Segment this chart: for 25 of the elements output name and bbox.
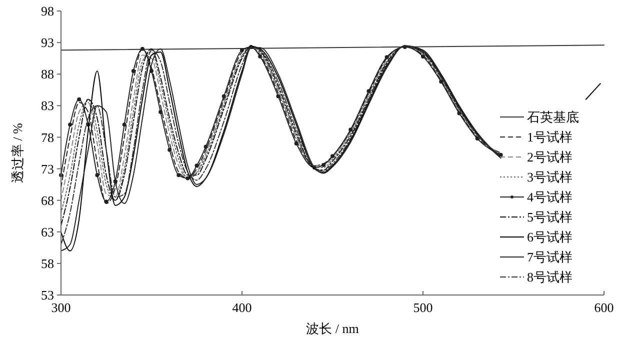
y-tick-label: 53	[41, 288, 54, 303]
y-tick-label: 73	[41, 161, 54, 176]
x-axis-title: 波长 / nm	[306, 321, 359, 336]
legend-label: 8号试样	[527, 270, 572, 285]
legend-label: 5号试样	[527, 210, 572, 225]
x-tick-label: 300	[51, 300, 71, 315]
y-tick-label: 88	[41, 66, 54, 82]
y-axis-title: 透过率 / %	[10, 122, 25, 183]
y-tick-label: 63	[41, 224, 54, 240]
legend-label: 3号试样	[527, 170, 572, 185]
legend-label: 石英基底	[527, 110, 579, 125]
legend-label: 6号试样	[527, 230, 572, 245]
y-tick-label: 58	[41, 256, 54, 271]
y-tick-label: 83	[41, 98, 54, 114]
legend-label: 4号试样	[527, 190, 572, 205]
legend-label: 7号试样	[527, 250, 572, 265]
y-tick-label: 68	[41, 192, 54, 208]
x-tick-label: 500	[413, 300, 433, 315]
x-tick-label: 400	[232, 300, 252, 315]
x-tick-label: 600	[594, 300, 614, 315]
legend-label: 1号试样	[527, 130, 572, 145]
legend-label: 2号试样	[527, 150, 572, 165]
y-tick-label: 98	[41, 4, 54, 19]
y-tick-label: 93	[41, 35, 54, 50]
y-tick-label: 78	[41, 130, 54, 145]
